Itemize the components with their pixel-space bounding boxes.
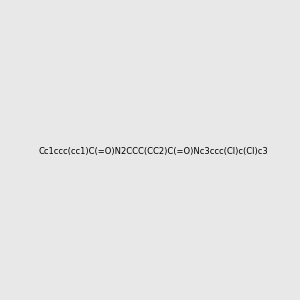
Text: Cc1ccc(cc1)C(=O)N2CCC(CC2)C(=O)Nc3ccc(Cl)c(Cl)c3: Cc1ccc(cc1)C(=O)N2CCC(CC2)C(=O)Nc3ccc(Cl… xyxy=(39,147,268,156)
